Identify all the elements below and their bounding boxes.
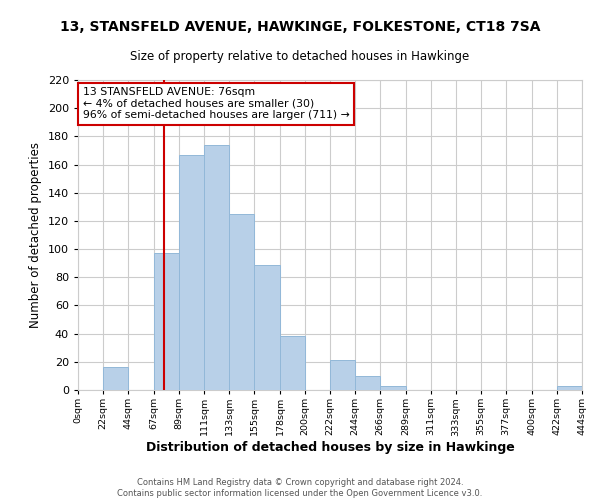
Bar — [557, 386, 582, 390]
Bar — [204, 145, 229, 390]
Text: 13 STANSFELD AVENUE: 76sqm
← 4% of detached houses are smaller (30)
96% of semi-: 13 STANSFELD AVENUE: 76sqm ← 4% of detac… — [83, 87, 349, 120]
Bar — [355, 376, 380, 390]
Text: Size of property relative to detached houses in Hawkinge: Size of property relative to detached ho… — [130, 50, 470, 63]
Y-axis label: Number of detached properties: Number of detached properties — [29, 142, 42, 328]
Bar — [330, 360, 355, 390]
Bar — [179, 154, 204, 390]
X-axis label: Distribution of detached houses by size in Hawkinge: Distribution of detached houses by size … — [146, 441, 514, 454]
Bar — [254, 264, 280, 390]
Bar — [229, 214, 254, 390]
Bar — [280, 336, 305, 390]
Text: 13, STANSFELD AVENUE, HAWKINGE, FOLKESTONE, CT18 7SA: 13, STANSFELD AVENUE, HAWKINGE, FOLKESTO… — [60, 20, 540, 34]
Text: Contains HM Land Registry data © Crown copyright and database right 2024.
Contai: Contains HM Land Registry data © Crown c… — [118, 478, 482, 498]
Bar — [380, 386, 406, 390]
Bar — [154, 254, 179, 390]
Bar — [103, 368, 128, 390]
